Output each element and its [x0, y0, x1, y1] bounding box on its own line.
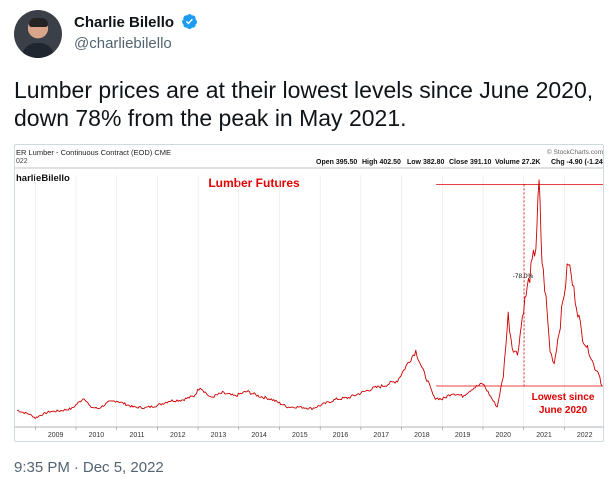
x-tick-label-2011: 2011 — [130, 432, 145, 439]
tweet-date[interactable]: Dec 5, 2022 — [82, 459, 164, 476]
chart-background — [15, 145, 603, 441]
tweet-text: Lumber prices are at their lowest levels… — [14, 77, 594, 131]
chart-stat-5: Chg -4.90 (-1.24%) — [551, 159, 604, 166]
x-axis-ticks: 2009 2010 2011 2012 2013 2014 2015 2016 2017 2018… — [35, 427, 593, 439]
chart-grid — [35, 175, 565, 427]
x-tick-label-2015: 2015 — [292, 432, 308, 439]
annotation-lowest-since-line1: Lowest since — [532, 392, 595, 403]
x-tick-label-2017: 2017 — [373, 432, 389, 439]
x-tick-label-2019: 2019 — [455, 432, 471, 439]
x-tick-label-2016: 2016 — [333, 432, 349, 439]
chart-stat-4: Volume 27.2K — [495, 159, 540, 166]
author-name-row[interactable]: Charlie Bilello — [74, 13, 198, 32]
chart-header-date: 022 — [16, 158, 28, 165]
avatar-hair — [29, 18, 48, 27]
annotation-lowest-since-line2: June 2020 — [539, 405, 588, 416]
chart-stat-0: Open 395.50 — [316, 159, 357, 166]
author-name[interactable]: Charlie Bilello — [74, 14, 175, 31]
verified-badge-icon — [182, 14, 198, 30]
chart-title: Lumber Futures — [208, 176, 300, 190]
chart-source-label: © StockCharts.com — [547, 148, 603, 156]
x-tick-label-2018: 2018 — [414, 432, 430, 439]
annotation-percent-drop: -78.0% — [513, 273, 534, 280]
chart-reference-lines — [436, 183, 603, 387]
chart-stat-3: Close 391.10 — [449, 159, 492, 166]
x-tick-label-2012: 2012 — [170, 432, 186, 439]
chart-stat-1: High 402.50 — [362, 159, 401, 166]
tweet-header: Charlie Bilello @charliebilello — [14, 10, 604, 60]
tweet-timestamp[interactable]: 9:35 PM · Dec 5, 2022 — [14, 459, 164, 476]
x-tick-label-2021: 2021 — [536, 432, 552, 439]
avatar[interactable] — [14, 10, 62, 58]
chart-stats-row: Open 395.50 High 402.50 Low 382.80 Close 39… — [15, 159, 604, 169]
x-tick-label-2020: 2020 — [496, 432, 512, 439]
chart-image[interactable]: ER Lumber - Continuous Contract (EOD) CM… — [14, 144, 604, 442]
tweet-time[interactable]: 9:35 PM — [14, 459, 70, 476]
x-tick-label-2010: 2010 — [89, 432, 105, 439]
chart-header-title: ER Lumber - Continuous Contract (EOD) CM… — [16, 148, 171, 157]
x-tick-label-2022: 2022 — [577, 432, 593, 439]
chart-series — [16, 179, 603, 419]
lumber-futures-chart: ER Lumber - Continuous Contract (EOD) CM… — [15, 145, 604, 441]
x-tick-label-2009: 2009 — [48, 432, 64, 439]
series-line-lumber — [16, 179, 603, 419]
timestamp-separator: · — [73, 459, 79, 476]
chart-stat-2: Low 382.80 — [407, 159, 444, 166]
author-handle[interactable]: @charliebilello — [74, 35, 172, 52]
chart-watermark: harlieBilello — [16, 173, 70, 184]
avatar-shirt — [22, 43, 54, 58]
x-tick-label-2014: 2014 — [251, 432, 267, 439]
x-tick-label-2013: 2013 — [211, 432, 227, 439]
